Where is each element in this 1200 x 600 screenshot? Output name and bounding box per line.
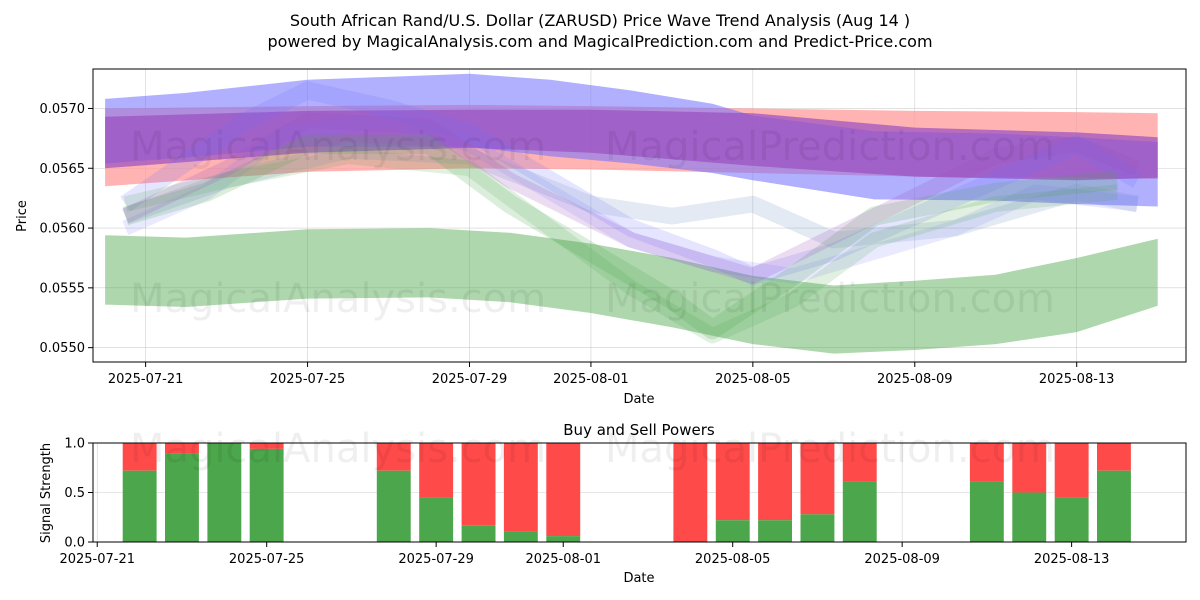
- buy-bar: [1012, 492, 1047, 542]
- price-xtick-label: 2025-08-13: [1039, 372, 1115, 387]
- watermark-prediction-bottom: MagicalPrediction.com: [605, 426, 1055, 472]
- price-chart-xlabel: Date: [623, 392, 654, 407]
- price-wave-2: [122, 141, 1140, 249]
- buy-bar: [376, 470, 411, 542]
- buy-bar: [715, 520, 750, 542]
- buy-bar: [758, 520, 792, 542]
- buy-bar: [461, 525, 496, 542]
- watermark-analysis-top: MagicalAnalysis.com: [130, 124, 546, 170]
- price-xtick-label: 2025-08-09: [877, 372, 953, 387]
- buy-sell-title: Buy and Sell Powers: [563, 421, 715, 439]
- price-wave-5: [122, 112, 1141, 284]
- price-xtick-label: 2025-07-25: [270, 372, 346, 387]
- price-chart-x-ticks: 2025-07-21 2025-07-25 2025-07-29 2025-08-01…: [108, 362, 1115, 387]
- price-wave-4: [123, 148, 1118, 344]
- price-chart-frame: [92, 68, 1187, 363]
- price-wave-1: [122, 112, 1139, 284]
- buy-sell-xlabel: Date: [623, 571, 654, 586]
- sell-bar: [1097, 443, 1131, 471]
- buy-bar: [546, 536, 581, 542]
- buy-sell-chart: Buy and Sell Powers MagicalAnalysis.com …: [39, 421, 1187, 586]
- buy-bar: [842, 481, 877, 542]
- buy-bar: [1097, 470, 1131, 542]
- price-xtick-label: 2025-08-01: [553, 372, 629, 387]
- buy-bar: [249, 448, 284, 542]
- sell-bar: [376, 443, 411, 471]
- sell-bar: [842, 443, 877, 482]
- signal-ytick-label: 0.0: [64, 536, 85, 551]
- price-ytick-label: 0.0570: [40, 102, 86, 117]
- price-wave-3: [122, 134, 1119, 340]
- price-xtick-label: 2025-07-21: [108, 372, 184, 387]
- signal-xtick-label: 2025-07-29: [398, 552, 474, 567]
- price-xtick-label: 2025-07-29: [432, 372, 508, 387]
- chart-title: South African Rand/U.S. Dollar (ZARUSD) …: [290, 11, 910, 30]
- signal-xtick-label: 2025-08-13: [1034, 552, 1110, 567]
- price-chart-y-ticks: 0.0550 0.0555 0.0560 0.0565 0.0570: [40, 102, 93, 356]
- buy-sell-y-ticks: 0.0 0.5 1.0: [64, 437, 93, 551]
- buy-bar: [165, 453, 199, 542]
- price-ytick-label: 0.0565: [40, 162, 86, 177]
- price-ytick-label: 0.0560: [40, 222, 86, 237]
- sell-bar: [461, 443, 496, 526]
- price-chart-ylabel: Price: [15, 200, 30, 232]
- sell-bar: [715, 443, 750, 521]
- buy-bar: [1054, 497, 1089, 542]
- sell-bar: [800, 443, 835, 515]
- buy-bar: [207, 443, 242, 542]
- signal-xtick-label: 2025-08-01: [525, 552, 601, 567]
- buy-bar: [419, 497, 454, 542]
- signal-xtick-label: 2025-08-05: [695, 552, 771, 567]
- buy-sell-bars: [122, 443, 1131, 542]
- price-bands: [105, 73, 1158, 354]
- price-band-green-wide: [105, 228, 1158, 354]
- sell-bar: [249, 443, 284, 449]
- sell-bar: [1054, 443, 1089, 498]
- buy-bar: [969, 481, 1004, 542]
- watermark-analysis-mid: MagicalAnalysis.com: [130, 276, 546, 322]
- signal-xtick-label: 2025-07-25: [229, 552, 305, 567]
- price-ytick-label: 0.0550: [40, 341, 86, 356]
- sell-bar: [503, 443, 538, 532]
- price-wave-0: [120, 81, 1142, 285]
- buy-sell-ylabel: Signal Strength: [39, 443, 54, 543]
- signal-ytick-label: 1.0: [64, 437, 85, 452]
- price-waves: [120, 81, 1142, 344]
- signal-ytick-label: 0.5: [64, 486, 85, 501]
- price-ytick-label: 0.0555: [40, 281, 86, 296]
- buy-bar: [503, 531, 538, 542]
- sell-bar: [165, 443, 199, 454]
- sell-bar: [122, 443, 157, 471]
- sell-bar: [969, 443, 1004, 482]
- sell-bar: [419, 443, 454, 498]
- price-wave-chart: MagicalAnalysis.com MagicalPrediction.co…: [15, 68, 1187, 407]
- watermark-analysis-bottom: MagicalAnalysis.com: [130, 426, 546, 472]
- watermark-prediction-top: MagicalPrediction.com: [605, 124, 1055, 170]
- price-band-purple: [105, 109, 1158, 181]
- sell-bar: [758, 443, 792, 521]
- sell-bar: [673, 443, 708, 542]
- buy-bar: [800, 514, 835, 542]
- signal-xtick-label: 2025-07-21: [59, 552, 135, 567]
- signal-xtick-label: 2025-08-09: [864, 552, 940, 567]
- buy-sell-x-ticks: 2025-07-21 2025-07-25 2025-07-29 2025-08-01…: [59, 542, 1109, 567]
- watermark-prediction-mid: MagicalPrediction.com: [605, 276, 1055, 322]
- chart-subtitle: powered by MagicalAnalysis.com and Magic…: [267, 32, 932, 51]
- sell-bar: [546, 443, 581, 537]
- sell-bar: [1012, 443, 1047, 493]
- buy-bar: [122, 470, 157, 542]
- price-xtick-label: 2025-08-05: [715, 372, 791, 387]
